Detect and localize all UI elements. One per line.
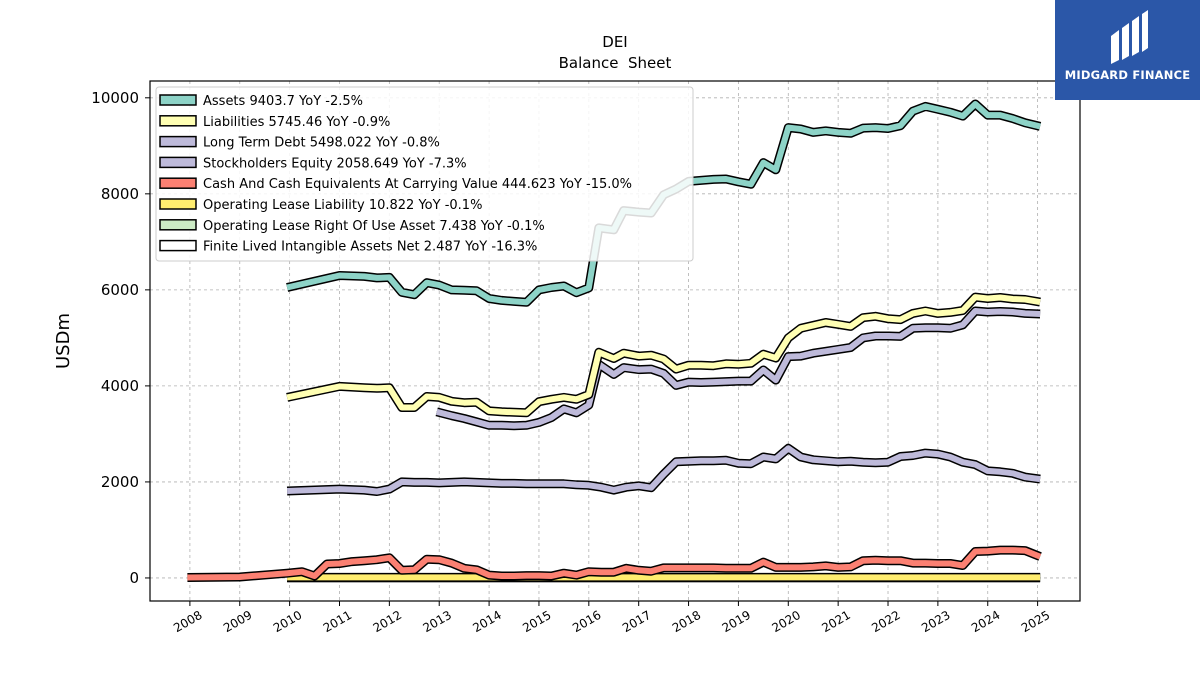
legend: Assets 9403.7 YoY -2.5% Liabilities 5745.… [155,86,694,262]
series-outline [286,292,1041,418]
chart-subtitle: Balance Sheet [559,54,672,72]
plot-frame [149,80,1081,602]
legend-label: Operating Lease Liability 10.822 YoY -0.… [203,198,482,213]
x-tick-label: 2011 [321,608,354,635]
chart-title: DEI [602,33,627,51]
x-tick-label: 2016 [570,608,603,635]
series-line [286,294,1041,416]
x-tick-label: 2012 [371,608,404,635]
legend-label: Finite Lived Intangible Assets Net 2.487… [203,240,537,255]
series-line [435,308,1041,429]
legend-swatch [159,115,197,127]
legend-label: Liabilities 5745.46 YoY -0.9% [203,115,390,130]
legend-item-6: Operating Lease Right Of Use Asset 7.438… [159,219,545,234]
y-axis-label: USDm [53,313,74,369]
legend-label: Long Term Debt 5498.022 YoY -0.8% [203,136,440,151]
legend-item-4: Cash And Cash Equivalents At Carrying Va… [159,177,632,192]
x-tick-label: 2019 [720,608,753,635]
x-tick-label: 2021 [819,608,852,635]
y-tick-label: 2000 [101,473,139,491]
series-line [286,445,1041,495]
x-tick-label: 2024 [969,608,1002,635]
y-tick-label: 10000 [91,89,139,107]
series-2 [435,306,1041,431]
y-axis: 0 2000 4000 6000 8000 10000 [91,89,150,587]
x-tick-label: 2017 [620,608,653,635]
y-tick-label: 6000 [101,281,139,299]
series-1 [286,292,1041,418]
x-tick-label: 2025 [1019,608,1052,635]
series-line [187,547,1042,581]
x-tick-label: 2015 [520,608,553,635]
legend-swatch [159,177,197,189]
y-tick-label: 4000 [101,377,139,395]
y-tick-label: 8000 [101,185,139,203]
legend-item-0: Assets 9403.7 YoY -2.5% [159,94,363,109]
legend-item-1: Liabilities 5745.46 YoY -0.9% [159,115,390,130]
legend-swatch [159,239,197,252]
legend-item-5: Operating Lease Liability 10.822 YoY -0.… [159,198,482,213]
x-tick-label: 2023 [919,608,952,635]
legend-item-7: Finite Lived Intangible Assets Net 2.487… [159,239,537,255]
legend-swatch [159,219,197,231]
legend-label: Operating Lease Right Of Use Asset 7.438… [203,219,545,234]
legend-swatch [159,156,197,169]
x-tick-label: 2008 [171,608,204,635]
x-tick-label: 2020 [770,608,803,635]
legend-label: Stockholders Equity 2058.649 YoY -7.3% [203,156,467,171]
legend-label: Assets 9403.7 YoY -2.5% [203,94,363,109]
logo-text: MIDGARD FINANCE [1064,68,1191,82]
legend-box [155,86,694,262]
logo-mark-icon [1111,10,1148,64]
x-axis: 2008 2009 2010 2011 2012 2013 2014 2015 2016 2017… [171,601,1052,635]
series-4 [187,545,1042,582]
brand-logo: MIDGARD FINANCE [1055,0,1200,100]
legend-swatch [159,94,197,106]
legend-swatch [159,135,197,148]
legend-label: Cash And Cash Equivalents At Carrying Va… [203,177,632,192]
legend-item-3: Stockholders Equity 2058.649 YoY -7.3% [159,156,467,171]
y-tick-label: 0 [129,569,139,587]
legend-swatch [159,198,197,210]
x-tick-label: 2022 [869,608,902,635]
x-tick-label: 2009 [221,608,254,635]
x-tick-label: 2018 [670,608,703,635]
x-tick-label: 2010 [271,608,304,635]
x-tick-label: 2013 [420,608,453,635]
series-3 [286,443,1041,496]
x-tick-label: 2014 [470,608,503,635]
legend-item-2: Long Term Debt 5498.022 YoY -0.8% [159,135,440,151]
